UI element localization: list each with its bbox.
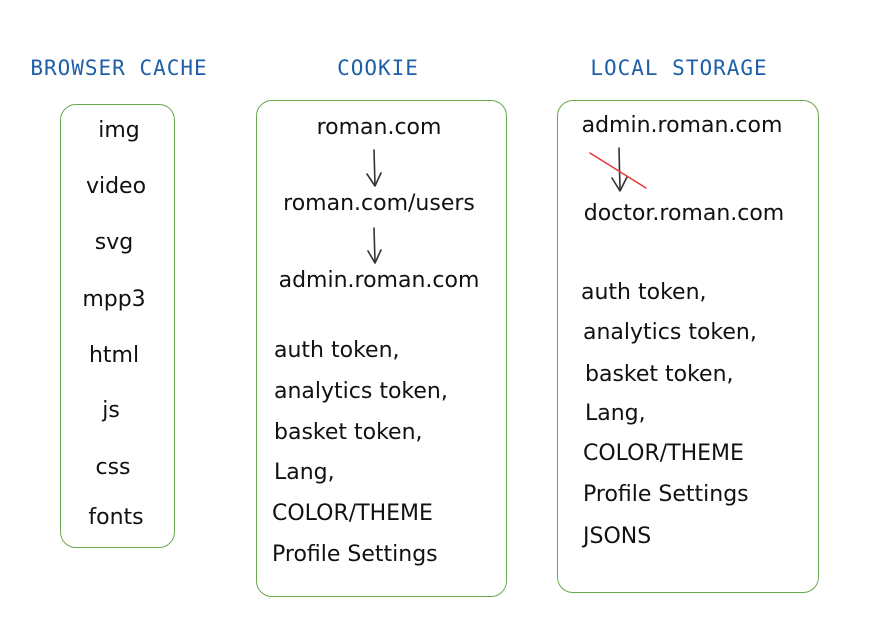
- cookie-item-basket-token: basket token,: [274, 420, 423, 445]
- cache-item-css: css: [95, 455, 131, 480]
- cache-item-mpp3: mpp3: [82, 287, 146, 312]
- local-storage-item-basket-token: basket token,: [585, 362, 734, 387]
- local-storage-item-lang: Lang,: [585, 401, 646, 426]
- browser-cache-box: [60, 104, 175, 548]
- cookie-item-color-theme: COLOR/THEME: [272, 501, 433, 526]
- strike-through-icon: [589, 152, 647, 189]
- local-storage-domain-doctor: doctor.roman.com: [583, 201, 785, 226]
- local-storage-domain-admin: admin.roman.com: [581, 113, 783, 138]
- cookie-item-auth-token: auth token,: [274, 338, 400, 363]
- cookie-box: [256, 100, 507, 597]
- cookie-item-lang: Lang,: [274, 460, 335, 485]
- cache-item-html: html: [88, 343, 140, 368]
- local-storage-item-analytics-token: analytics token,: [583, 320, 757, 345]
- cache-item-video: video: [85, 174, 147, 199]
- cookie-item-analytics-token: analytics token,: [274, 379, 448, 404]
- cookie-domain-root: roman.com: [316, 115, 442, 140]
- local-storage-item-jsons: JSONS: [583, 524, 652, 549]
- local-storage-heading: LOCAL STORAGE: [590, 56, 768, 80]
- cookie-heading: COOKIE: [337, 56, 419, 80]
- local-storage-arrow-icon: [611, 147, 628, 192]
- browser-cache-heading: BROWSER CACHE: [30, 56, 208, 80]
- local-storage-item-profile-settings: Profile Settings: [583, 482, 749, 507]
- cookie-arrow-2-icon: [367, 227, 382, 264]
- cookie-arrow-1-icon: [366, 149, 382, 187]
- cookie-domain-users: roman.com/users: [283, 191, 475, 216]
- local-storage-box: [557, 100, 819, 593]
- local-storage-item-auth-token: auth token,: [581, 280, 707, 305]
- cache-item-svg: svg: [94, 230, 134, 255]
- cache-item-img: img: [98, 118, 140, 143]
- cookie-item-profile-settings: Profile Settings: [272, 542, 438, 567]
- cache-item-fonts: fonts: [88, 505, 144, 530]
- local-storage-item-color-theme: COLOR/THEME: [583, 441, 744, 466]
- cache-item-js: js: [102, 398, 120, 423]
- cookie-domain-admin: admin.roman.com: [278, 268, 480, 293]
